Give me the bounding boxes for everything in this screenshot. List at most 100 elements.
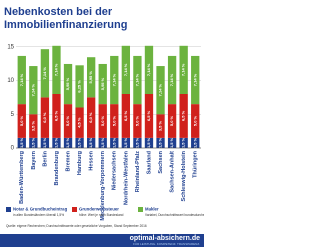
bar-segment <box>133 55 142 105</box>
value-label: 5,0 % <box>65 115 70 126</box>
value-label: 3,5 % <box>30 121 35 132</box>
bar-segment <box>133 104 142 138</box>
value-label: 1,5 % <box>192 137 197 148</box>
bar-segment <box>156 66 165 115</box>
value-label: 5,0 % <box>19 115 24 126</box>
bar-segment <box>179 94 188 138</box>
value-label: 5,0 % <box>111 115 116 126</box>
value-label: 7,14 % <box>169 73 174 86</box>
bar-segment <box>40 137 50 148</box>
bar-segment <box>133 137 142 148</box>
value-label: 1,5 % <box>54 137 59 148</box>
bar-segment <box>40 97 50 138</box>
value-label: 7,14 % <box>19 73 24 86</box>
bar-segment <box>29 114 38 138</box>
legend-note: höhe: Wert je nach Bundesland <box>79 213 124 217</box>
value-label: 1,5 % <box>19 137 24 148</box>
bar-segment <box>17 104 26 138</box>
legend-label: Notar & Grundbucheintrag <box>13 207 68 212</box>
x-tick-label: Nordrhein-Westfalen <box>123 150 129 205</box>
source: Quelle: eigene Recherchen; Durchschnitts… <box>6 224 147 228</box>
x-tick-label: Hamburg <box>77 151 83 175</box>
bar-segment <box>52 45 61 94</box>
value-label: 1,5 % <box>65 137 70 148</box>
value-label: 6,5 % <box>181 110 186 121</box>
x-tick-label: Rheinland-Pfalz <box>135 151 141 193</box>
chart-title: Nebenkosten bei der Immobilienfinanzierun… <box>4 6 127 31</box>
brand: optimal-absichern.de <box>130 235 201 242</box>
bar-segment <box>191 137 200 148</box>
value-label: 7,14 % <box>30 83 35 96</box>
bar-segment <box>86 57 96 98</box>
bar-segment <box>167 55 177 105</box>
x-tick-label: Saarland <box>146 151 152 174</box>
x-tick-label: Thüringen <box>193 150 199 178</box>
bar-segment <box>156 137 165 148</box>
bar-segment <box>75 107 84 138</box>
bar-segment <box>63 137 73 148</box>
bar-segment <box>98 104 107 138</box>
value-label: 7,14 % <box>146 63 151 76</box>
legend-note: in allen Bundesländern überall 1,5% <box>13 213 64 217</box>
bar-segment <box>167 137 177 148</box>
legend-label: Makler <box>145 207 159 212</box>
value-label: 4,5 % <box>77 117 82 128</box>
value-label: 1,5 % <box>158 137 163 148</box>
bar-segment <box>121 45 131 94</box>
bar-segment <box>144 137 154 148</box>
value-label: 5,95 % <box>100 77 105 90</box>
bar-segment <box>121 94 131 138</box>
footer-bar <box>0 234 204 247</box>
x-tick-label: Sachsen <box>158 150 164 173</box>
value-label: 5,0 % <box>134 115 139 126</box>
bar-segment <box>63 104 73 138</box>
value-label: 1,5 % <box>30 137 35 148</box>
bar-segment <box>40 49 50 98</box>
value-label: 1,5 % <box>181 137 186 148</box>
bar-segment <box>179 45 188 94</box>
x-tick-label: Schleswig-Holstein <box>181 150 187 201</box>
x-tick-label: Bremen <box>65 150 71 171</box>
legend-swatch <box>6 207 11 212</box>
value-label: 7,14 % <box>54 63 59 76</box>
value-label: 1,5 % <box>169 137 174 148</box>
legend-swatch <box>138 207 143 212</box>
bar-segment <box>144 94 154 138</box>
y-tick-label: 5 <box>11 112 15 118</box>
bar-segment <box>98 63 107 105</box>
value-label: 7,14 % <box>134 73 139 86</box>
value-label: 3,5 % <box>158 121 163 132</box>
legend-label: Grunderwerbsteuer <box>79 207 119 212</box>
y-tick-label: 0 <box>11 146 15 152</box>
value-label: 1,5 % <box>42 137 47 148</box>
bar-segment <box>110 137 119 148</box>
value-label: 5,0 % <box>169 115 174 126</box>
value-label: 5,95 % <box>65 77 70 90</box>
value-label: 6,0 % <box>42 112 47 123</box>
value-label: 7,14 % <box>42 67 47 80</box>
bar-segment <box>167 104 177 138</box>
bar-segment <box>179 137 188 148</box>
y-tick-label: 10 <box>7 78 14 84</box>
bar-segment <box>98 137 107 148</box>
x-tick-label: Baden-Württemberg <box>19 151 25 204</box>
x-tick-label: Mecklenburg-Vorpommern <box>100 150 106 220</box>
value-label: 6,5 % <box>54 110 59 121</box>
value-label: 1,5 % <box>134 137 139 148</box>
value-label: 7,14 % <box>181 63 186 76</box>
bar-segment <box>156 114 165 138</box>
value-label: 1,5 % <box>111 137 116 148</box>
x-tick-label: Niedersachsen <box>112 150 118 190</box>
value-label: 5,0 % <box>192 115 197 126</box>
bar-segment <box>29 66 38 115</box>
value-label: 1,5 % <box>123 137 128 148</box>
x-tick-label: Sachsen-Anhalt <box>170 151 176 193</box>
bar-segment <box>17 55 26 105</box>
value-label: 5,0 % <box>100 115 105 126</box>
bar-segment <box>75 137 84 148</box>
bar-segment <box>29 137 38 148</box>
tagline: FÜR LEISTUNG. KOMPETENZ. TRANSPARENZ. <box>133 242 200 246</box>
bar-segment <box>75 65 84 108</box>
value-label: 7,14 % <box>192 73 197 86</box>
bar-segment <box>191 55 200 105</box>
